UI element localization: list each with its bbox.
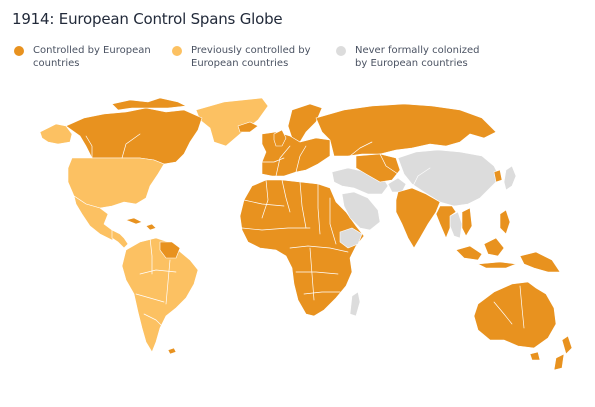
region-russia [315, 103, 497, 157]
region-india [395, 187, 441, 249]
region-scandinavia [287, 103, 323, 143]
map-title: 1914: European Control Spans Globe [12, 10, 283, 28]
region-siam [449, 211, 463, 239]
legend-swatch-previous [172, 46, 182, 56]
country-borders [85, 133, 525, 329]
legend-label-never: Never formally colonized by European cou… [355, 45, 480, 69]
legend-label-previous: Previously controlled by European countr… [191, 45, 311, 69]
region-falklands [167, 347, 177, 355]
region-indochina [435, 205, 473, 239]
region-afghanistan [387, 177, 407, 193]
region-australia [473, 281, 557, 349]
region-central-asia [355, 153, 401, 183]
region-arabia [341, 191, 381, 231]
world-map [39, 97, 573, 371]
region-china [397, 149, 501, 207]
region-indonesia [455, 237, 517, 269]
region-caribbean [125, 217, 157, 231]
region-africa [239, 179, 365, 317]
region-tasmania [529, 351, 541, 361]
legend-item-previous: Previously controlled by European countr… [172, 44, 326, 70]
region-alaska [39, 123, 73, 145]
region-iceland [237, 121, 259, 133]
region-new-guinea [519, 251, 561, 273]
region-britain [273, 129, 287, 147]
legend-swatch-controlled [14, 46, 24, 56]
region-philippines [499, 209, 511, 235]
region-ethiopia [339, 227, 363, 249]
region-central-america [111, 229, 129, 249]
region-guianas [159, 241, 181, 259]
region-south-america [121, 237, 199, 353]
legend-label-controlled: Controlled by European countries [33, 45, 151, 69]
region-canada-islands [111, 97, 188, 111]
region-new-zealand [553, 335, 573, 371]
region-greenland [195, 97, 269, 147]
legend-item-controlled: Controlled by European countries [14, 44, 168, 70]
region-japan [503, 165, 517, 191]
region-madagascar [349, 291, 361, 317]
legend-item-never: Never formally colonized by European cou… [336, 44, 490, 70]
legend: Controlled by European countries Previou… [14, 44, 534, 72]
region-korea [493, 169, 503, 183]
region-usa [67, 157, 165, 209]
legend-swatch-never [336, 46, 346, 56]
